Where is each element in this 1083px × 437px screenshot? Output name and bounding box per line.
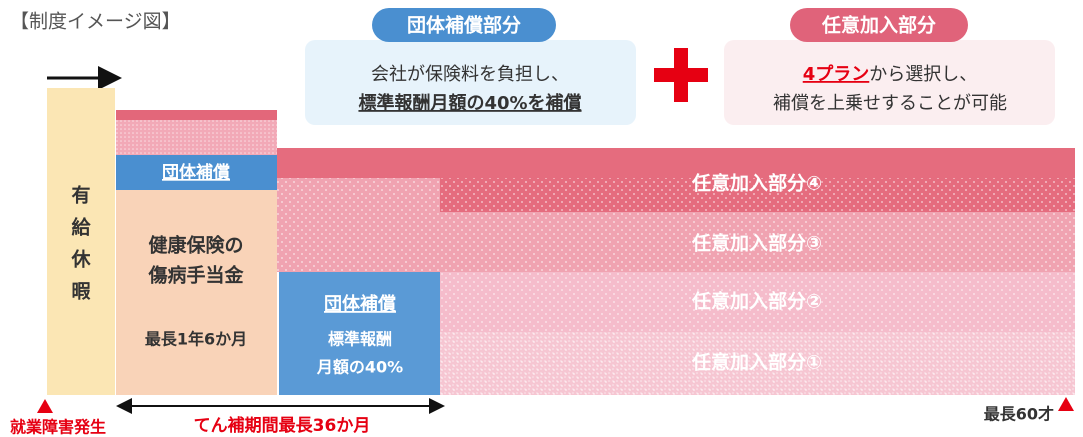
end-label: 最長60才 (984, 405, 1054, 424)
callout-text: から選択し、 (869, 64, 977, 85)
layer-label: 任意加入部分① (691, 351, 822, 374)
group-text: 月額の40% (316, 358, 403, 377)
layer (116, 110, 277, 120)
page-title: 【制度イメージ図】 (10, 11, 181, 33)
health-text: 傷病手当金 (147, 264, 244, 287)
layer-label: 任意加入部分③ (691, 232, 822, 255)
callout-label: 任意加入部分 (821, 14, 936, 37)
group-text: 標準報酬 (328, 330, 392, 349)
health-text: 健康保険の (148, 234, 243, 257)
start-label: 就業障害発生 (10, 418, 106, 437)
paid-leave-text: 休 (70, 249, 91, 271)
plus (654, 68, 708, 82)
group-band (116, 155, 277, 190)
paid-leave-text: 暇 (71, 281, 90, 303)
callout-pill (372, 8, 556, 42)
layer-label: 任意加入部分② (691, 290, 822, 313)
paid-leave (47, 88, 115, 395)
marker (1058, 397, 1074, 411)
layer-label: 任意加入部分④ (691, 172, 822, 195)
paid-leave-text: 給 (71, 216, 91, 239)
paid-leave-text: 有 (71, 184, 90, 207)
callout-box (305, 40, 636, 125)
layer (116, 120, 277, 155)
group-label: 団体補償 (324, 293, 397, 315)
callout-pill (790, 8, 968, 42)
callout-label: 団体補償部分 (407, 14, 521, 37)
callout-box (724, 40, 1055, 125)
period-label: てん補期間最長36か月 (194, 415, 371, 436)
layer-4 (277, 148, 1075, 178)
duration: 最長1年6か月 (145, 330, 247, 349)
group-box (279, 272, 440, 395)
health-insurance (116, 190, 277, 395)
highlight: 4プラン (803, 63, 870, 85)
group-band-label: 団体補償 (162, 162, 230, 183)
dots (440, 332, 1075, 395)
callout-text: 4プランから選択し、 (803, 63, 978, 85)
marker (37, 399, 53, 413)
callout-text: 標準報酬月額の40%を補償 (358, 92, 582, 114)
callout-text: 会社が保険料を負担し、 (371, 64, 569, 85)
callout-text: 補償を上乗せすることが可能 (773, 93, 1007, 114)
